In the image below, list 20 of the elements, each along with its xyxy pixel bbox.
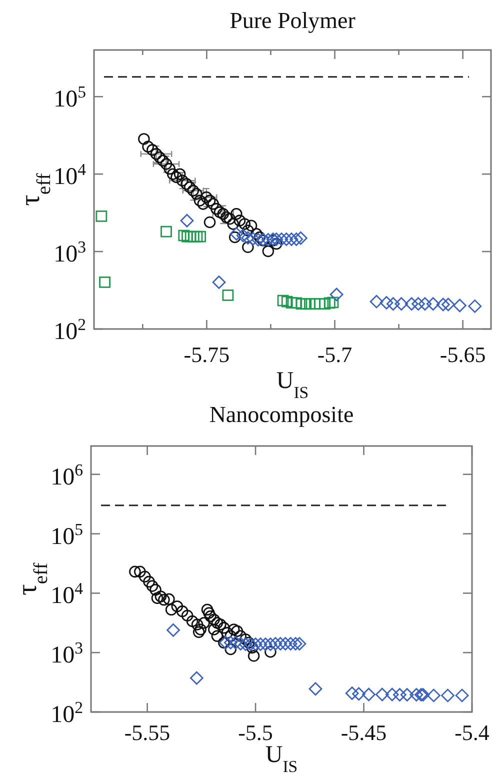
x-axis-title: U$_{IS}$ <box>276 368 309 402</box>
y-tick-label: 10$^{3}$ <box>54 237 86 268</box>
y-tick-label: 10$^{6}$ <box>50 460 83 490</box>
x-tick-label: -5.45 <box>340 720 387 745</box>
y-tick-label: 10$^{5}$ <box>50 519 83 550</box>
chart-title: Pure Polymer <box>230 8 356 33</box>
y-tick-label: 10$^{5}$ <box>54 82 86 113</box>
x-tick-label: -5.55 <box>124 720 170 745</box>
x-axis-title: U$_{IS}$ <box>265 742 298 776</box>
x-tick-label: -5.4 <box>454 720 490 745</box>
y-tick-label: 10$^{4}$ <box>54 160 87 190</box>
x-tick-label: -5.7 <box>317 342 352 367</box>
y-tick-label: 10$^{3}$ <box>50 638 83 669</box>
y-tick-label: 10$^{2}$ <box>54 314 86 345</box>
y-tick-label: 10$^{2}$ <box>50 698 83 728</box>
x-tick-label: -5.65 <box>440 342 486 367</box>
x-tick-label: -5.75 <box>184 342 230 367</box>
y-tick-label: 10$^{4}$ <box>50 578 84 610</box>
chart-title: Nanocomposite <box>209 402 354 427</box>
x-tick-label: -5.5 <box>238 720 273 745</box>
